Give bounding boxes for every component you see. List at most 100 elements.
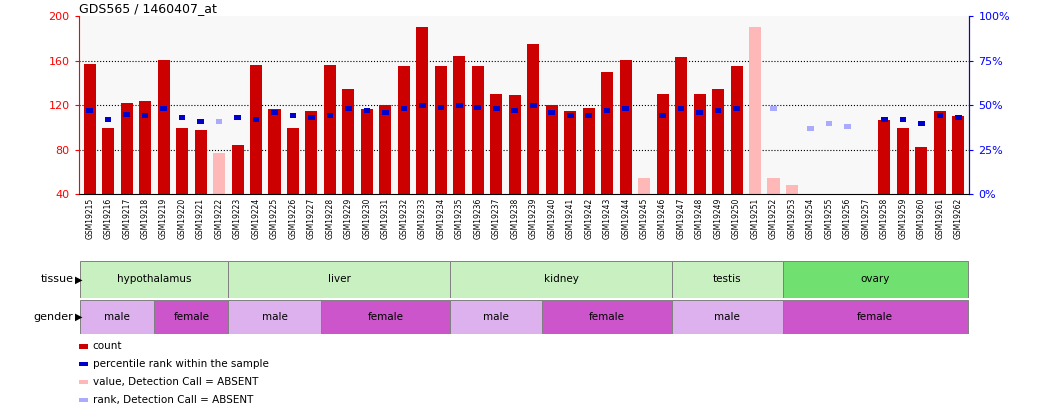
Bar	[475, 104, 481, 110]
Bar	[271, 110, 278, 115]
Text: GSM19217: GSM19217	[123, 198, 131, 239]
Text: ▶: ▶	[75, 275, 83, 284]
Text: GSM19222: GSM19222	[215, 198, 223, 239]
Text: testis: testis	[713, 275, 742, 284]
Text: GSM19244: GSM19244	[621, 198, 630, 239]
Bar	[842, 194, 853, 208]
Bar	[543, 300, 672, 334]
Text: female: female	[589, 312, 626, 322]
Bar	[81, 261, 228, 298]
Text: GSM19246: GSM19246	[658, 198, 668, 239]
Bar	[767, 178, 780, 194]
Text: GSM19236: GSM19236	[474, 198, 482, 239]
Bar	[124, 112, 130, 117]
Bar	[493, 107, 500, 111]
Bar	[878, 120, 891, 194]
Text: value, Detection Call = ABSENT: value, Detection Call = ABSENT	[93, 377, 258, 387]
Text: GSM19259: GSM19259	[898, 198, 908, 239]
Bar	[749, 28, 761, 194]
Bar	[826, 121, 832, 126]
Bar	[672, 261, 783, 298]
Bar	[383, 110, 389, 115]
Bar	[228, 261, 450, 298]
Bar	[195, 130, 206, 194]
Bar	[450, 261, 672, 298]
Bar	[915, 147, 927, 194]
Bar	[712, 89, 724, 194]
Text: GSM19215: GSM19215	[85, 198, 94, 239]
Text: GSM19243: GSM19243	[603, 198, 612, 239]
Bar	[379, 105, 391, 194]
Bar	[327, 113, 333, 119]
Bar	[419, 103, 425, 108]
Bar	[121, 103, 133, 194]
Text: GSM19241: GSM19241	[566, 198, 574, 239]
Bar	[398, 66, 410, 194]
Bar	[289, 113, 297, 119]
Text: count: count	[93, 341, 123, 352]
Bar	[79, 362, 88, 367]
Text: GSM19258: GSM19258	[880, 198, 889, 239]
Bar	[86, 108, 93, 113]
Bar	[102, 128, 114, 194]
Bar	[79, 344, 88, 349]
Bar	[823, 194, 835, 200]
Bar	[454, 56, 465, 194]
Text: GSM19252: GSM19252	[769, 198, 778, 239]
Text: GSM19260: GSM19260	[917, 198, 925, 239]
Text: male: male	[483, 312, 509, 322]
Bar	[154, 300, 228, 334]
Bar	[805, 194, 816, 208]
Bar	[253, 117, 259, 122]
Text: GSM19218: GSM19218	[140, 198, 150, 239]
Bar	[527, 44, 540, 194]
Bar	[786, 185, 798, 194]
Bar	[955, 115, 962, 120]
Bar	[604, 108, 611, 113]
Bar	[659, 113, 665, 119]
Text: GSM19255: GSM19255	[825, 198, 833, 239]
Text: GSM19250: GSM19250	[733, 198, 741, 239]
Bar	[343, 89, 354, 194]
Bar	[79, 380, 88, 384]
Text: GSM19230: GSM19230	[363, 198, 371, 239]
Bar	[638, 178, 650, 194]
Text: GSM19226: GSM19226	[288, 198, 298, 239]
Text: GSM19262: GSM19262	[954, 198, 963, 239]
Bar	[361, 109, 373, 194]
Bar	[783, 261, 967, 298]
Bar	[899, 117, 907, 122]
Bar	[345, 107, 352, 111]
Bar	[160, 107, 167, 111]
Bar	[623, 107, 629, 111]
Text: GSM19245: GSM19245	[639, 198, 649, 239]
Bar	[583, 107, 594, 194]
Bar	[235, 115, 241, 120]
Bar	[844, 124, 851, 129]
Text: GSM19237: GSM19237	[492, 198, 501, 239]
Bar	[364, 108, 370, 113]
Bar	[324, 65, 336, 194]
Text: female: female	[173, 312, 210, 322]
Text: GSM19240: GSM19240	[547, 198, 556, 239]
Text: tissue: tissue	[41, 275, 73, 284]
Bar	[783, 300, 967, 334]
Bar	[715, 108, 721, 113]
Text: GSM19216: GSM19216	[104, 198, 113, 239]
Bar	[287, 128, 299, 194]
Text: GSM19234: GSM19234	[436, 198, 445, 239]
Bar	[197, 119, 204, 124]
Bar	[657, 94, 669, 194]
Text: GSM19231: GSM19231	[380, 198, 390, 239]
Bar	[472, 66, 484, 194]
Text: GSM19249: GSM19249	[714, 198, 722, 239]
Bar	[678, 107, 684, 111]
Bar	[176, 128, 188, 194]
Bar	[730, 66, 743, 194]
Text: GSM19254: GSM19254	[806, 198, 815, 239]
Text: GSM19253: GSM19253	[787, 198, 796, 239]
Bar	[437, 104, 444, 110]
Text: GSM19257: GSM19257	[861, 198, 871, 239]
Text: male: male	[262, 312, 287, 322]
Text: ovary: ovary	[860, 275, 890, 284]
